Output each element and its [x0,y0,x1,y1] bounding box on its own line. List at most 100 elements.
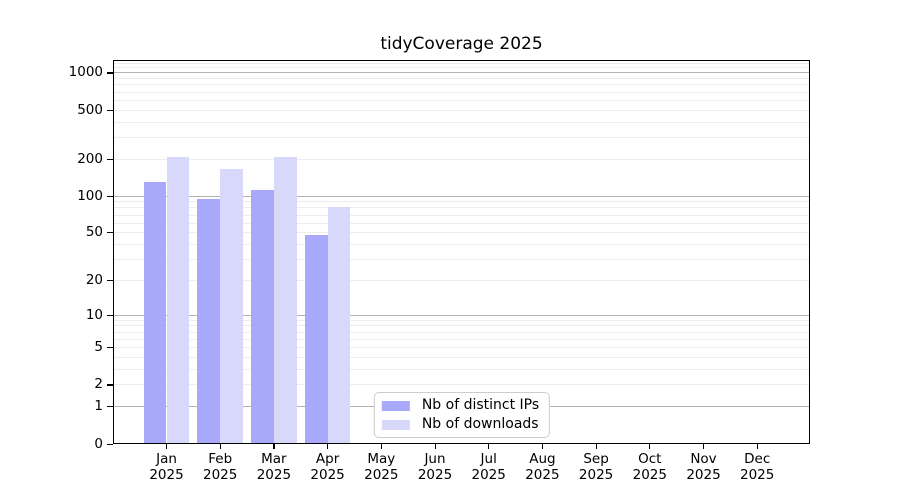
x-tick-month: Aug [529,451,556,467]
x-tick-label: Apr 2025 [296,451,360,483]
x-tick-label: Feb 2025 [188,451,252,483]
x-tick-year: 2025 [686,467,721,483]
x-tick-mark [434,444,436,449]
x-tick-label: Jul 2025 [457,451,521,483]
y-tick-mark [107,158,113,160]
legend-label: Nb of distinct IPs [421,397,540,413]
x-tick-year: 2025 [632,467,667,483]
gridline-minor [113,121,810,123]
x-tick-label: Dec 2025 [725,451,789,483]
x-tick-mark [166,444,168,449]
y-tick-label: 0 [94,435,103,452]
gridline-minor [113,319,810,321]
legend-item: Nb of downloads [381,415,539,434]
x-tick-mark [649,444,651,449]
x-tick-month: Dec [744,451,771,467]
gridline-minor [113,331,810,333]
x-tick-month: Apr [315,451,340,467]
x-tick-year: 2025 [256,467,292,483]
x-tick-month: Jan [156,451,177,467]
x-tick-year: 2025 [417,467,453,483]
legend-swatch [381,400,410,411]
legend-item: Nb of distinct IPs [381,396,540,415]
y-tick-label: 2 [94,376,103,393]
x-tick-label: Jun 2025 [403,451,467,483]
gridline-minor [113,99,810,101]
chart-title: tidyCoverage 2025 [380,34,543,54]
y-tick-mark [107,232,113,234]
x-tick-year: 2025 [364,467,399,483]
gridline-minor [113,357,810,359]
x-tick-label: Mar 2025 [242,451,306,483]
y-tick-mark [107,72,113,74]
gridline-minor [113,338,810,340]
gridline-minor [113,222,810,224]
bar-distinct-ips [304,234,328,444]
gridline-minor [113,369,810,371]
bar-downloads [220,169,243,444]
y-tick-label: 1 [94,398,103,415]
x-tick-year: 2025 [578,467,614,483]
gridline-major [113,72,810,74]
x-tick-month: May [367,451,396,467]
legend-label: Nb of downloads [421,416,539,432]
x-tick-month: Jun [424,451,446,467]
gridline-minor [113,214,810,216]
y-tick-label: 500 [77,101,103,118]
x-tick-mark [703,444,705,449]
y-tick-label: 5 [94,339,103,356]
gridline-minor [113,279,810,281]
x-tick-year: 2025 [471,467,506,483]
gridline-minor [113,62,810,64]
x-tick-label: Sep 2025 [564,451,628,483]
x-tick-month: Sep [583,451,609,467]
x-tick-year: 2025 [203,467,238,483]
x-tick-month: Oct [638,451,662,467]
gridline-minor [113,259,810,261]
y-tick-mark [107,195,113,197]
bar-downloads [166,156,190,444]
x-tick-year: 2025 [525,467,560,483]
x-tick-label: Oct 2025 [618,451,682,483]
y-tick-label: 10 [85,306,103,323]
x-tick-year: 2025 [149,467,184,483]
gridline-minor [113,384,810,386]
x-tick-label: Jan 2025 [135,451,199,483]
x-tick-month: Jul [480,451,497,467]
x-tick-mark [756,444,758,449]
gridline-minor [113,91,810,93]
gridline-minor [113,347,810,349]
gridline-major [113,314,810,316]
y-tick-mark [107,406,113,408]
gridline-minor [113,78,810,80]
x-tick-month: Nov [690,451,717,467]
y-tick-label: 100 [77,187,103,204]
gridline-minor [113,244,810,245]
x-tick-month: Feb [208,451,233,467]
y-tick-label: 20 [85,271,103,288]
y-tick-mark [107,279,113,282]
y-tick-mark [107,109,113,111]
y-tick-label: 50 [85,224,103,241]
gridline-minor [113,67,810,69]
x-tick-label: Nov 2025 [672,451,736,483]
x-tick-label: May 2025 [349,451,413,483]
legend-swatch [381,419,410,430]
bar-distinct-ips [197,198,221,444]
gridline-minor [113,201,810,203]
y-tick-mark [107,314,113,316]
x-tick-year: 2025 [740,467,775,483]
bar-downloads [327,207,351,444]
gridline-minor [113,158,810,160]
gridline-minor [113,232,810,234]
y-tick-mark [107,347,113,349]
bar-distinct-ips [251,190,274,444]
y-tick-label: 1000 [68,64,103,81]
x-tick-month: Mar [261,451,287,467]
x-tick-label: Aug 2025 [510,451,574,483]
plot-area [113,60,810,444]
y-tick-label: 200 [77,150,103,167]
gridline-minor [113,84,810,86]
x-tick-mark [219,444,221,449]
